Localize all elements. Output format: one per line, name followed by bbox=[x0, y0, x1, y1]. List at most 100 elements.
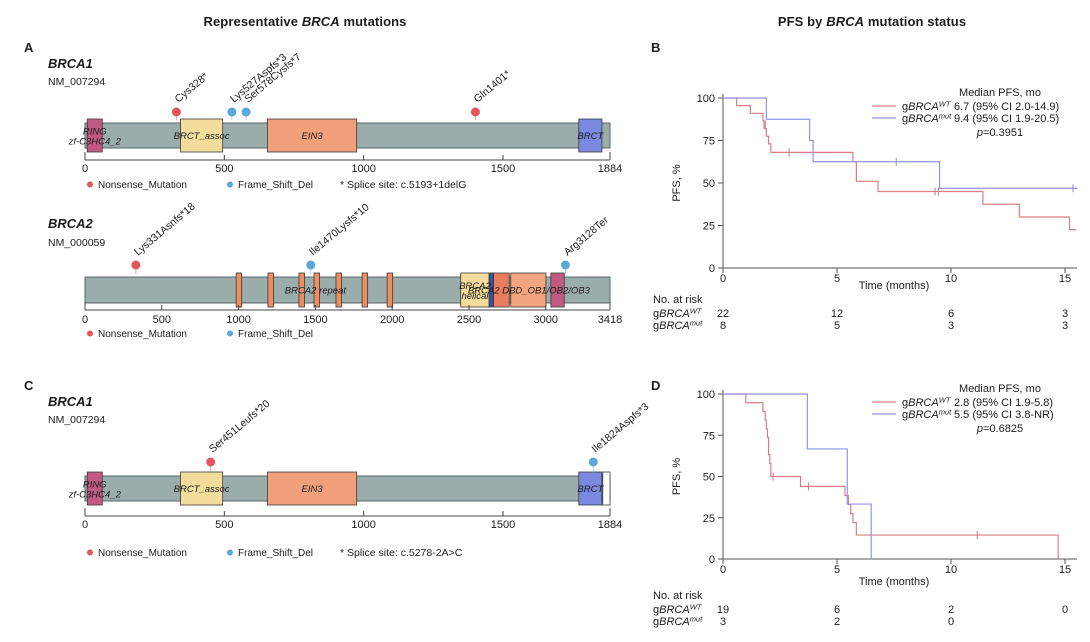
y-tick-label: 25 bbox=[703, 221, 715, 233]
group-gene: BRCA bbox=[659, 604, 690, 616]
mutation-dot bbox=[588, 457, 598, 467]
domain-box bbox=[86, 471, 103, 506]
at-risk-title: No. at risk bbox=[653, 590, 703, 602]
axis-tick-label: 500 bbox=[153, 314, 171, 326]
at-risk-row-label: gBRCAWT bbox=[653, 307, 703, 321]
at-risk-count: 3 bbox=[720, 616, 726, 628]
mutation-dot bbox=[206, 457, 216, 467]
domain-box bbox=[313, 272, 320, 308]
panel-label-d: D bbox=[651, 378, 661, 393]
mutation-label: Ile1824Aspfs*3 bbox=[589, 401, 651, 456]
mutation-label: Gln1401* bbox=[472, 68, 513, 105]
at-risk-count: 3 bbox=[1062, 308, 1068, 320]
group-sup: WT bbox=[939, 396, 952, 405]
y-tick-label: 50 bbox=[703, 472, 715, 484]
right-title-pre: PFS by bbox=[777, 14, 827, 29]
legend-dot bbox=[227, 549, 233, 556]
domain-sublabel: zf-C3HC4_2 bbox=[68, 137, 122, 148]
legend-dot bbox=[87, 330, 93, 337]
mutation-dot bbox=[131, 260, 141, 270]
axis-tick-label: 3000 bbox=[534, 314, 558, 326]
group-sup: WT bbox=[690, 307, 703, 316]
legend-group-label: gBRCAmut bbox=[902, 112, 952, 126]
domain-label: RING bbox=[83, 127, 107, 138]
legend-label: Nonsense_Mutation bbox=[98, 180, 187, 191]
group-pre: g bbox=[902, 113, 908, 125]
domain-box bbox=[386, 272, 394, 308]
domain-label: EIN3 bbox=[302, 131, 324, 142]
y-tick-label: 0 bbox=[709, 263, 715, 275]
domain-sublabel: zf-C3HC4_2 bbox=[68, 490, 122, 501]
domain-label: EIN3 bbox=[302, 484, 324, 495]
panel-label-a: A bbox=[24, 40, 34, 55]
mutation-dot bbox=[171, 107, 181, 117]
axis-tick-label: 3418 bbox=[598, 314, 622, 326]
legend-label: Frame_Shift_Del bbox=[238, 329, 313, 340]
group-gene: BRCA bbox=[659, 616, 690, 628]
x-tick-label: 15 bbox=[1059, 564, 1071, 576]
legend-dot bbox=[87, 549, 93, 556]
at-risk-title: No. at risk bbox=[653, 294, 703, 306]
group-pre: g bbox=[653, 604, 659, 616]
group-pre: g bbox=[653, 616, 659, 628]
domain-label: BRCA2 bbox=[459, 281, 491, 292]
legend-dot bbox=[227, 330, 233, 337]
domain-box bbox=[267, 471, 358, 506]
domain-box bbox=[235, 272, 243, 308]
at-risk-row-label: gBRCAmut bbox=[653, 319, 703, 333]
x-tick-label: 0 bbox=[720, 273, 726, 285]
at-risk-count: 3 bbox=[1062, 320, 1068, 332]
legend-label: Frame_Shift_Del bbox=[238, 548, 313, 559]
axis-tick-label: 500 bbox=[215, 163, 233, 175]
mutation-dot bbox=[241, 107, 251, 117]
legend-median-value: 5.5 (95% CI 3.8-NR) bbox=[954, 409, 1054, 421]
domain-label: RING bbox=[83, 480, 107, 491]
legend-group-label: gBRCAmut bbox=[902, 408, 952, 422]
splice-site-note: * Splice site: c.5193+1delG bbox=[340, 179, 466, 191]
group-sup: mut bbox=[690, 319, 703, 328]
at-risk-count: 19 bbox=[717, 604, 729, 616]
y-tick-label: 0 bbox=[709, 554, 715, 566]
left-title-pre: Representative bbox=[203, 14, 302, 29]
panel-label-b: B bbox=[651, 40, 661, 55]
group-pre: g bbox=[902, 397, 908, 409]
left-title-post: mutations bbox=[339, 14, 407, 29]
at-risk-count: 6 bbox=[834, 604, 840, 616]
y-tick-label: 100 bbox=[697, 389, 715, 401]
legend-median-value: 6.7 (95% CI 2.0-14.9) bbox=[954, 101, 1059, 113]
legend-dot bbox=[87, 181, 93, 188]
km-plot-panel-d: 0 25 50 75 100 0 5 10 15 Time (months) PFS, % Media… bbox=[653, 383, 1077, 629]
at-risk-count: 8 bbox=[720, 320, 726, 332]
legend-header: Median PFS, mo bbox=[959, 87, 1041, 99]
km-curve-gBRCA-WT bbox=[723, 97, 1077, 231]
domain-label: BRCT bbox=[577, 484, 604, 495]
y-tick-label: 50 bbox=[703, 178, 715, 190]
group-pre: g bbox=[653, 308, 659, 320]
at-risk-count: 2 bbox=[834, 616, 840, 628]
group-gene: BRCA bbox=[659, 308, 690, 320]
axis-tick-label: 1884 bbox=[598, 163, 622, 175]
x-tick-label: 0 bbox=[720, 564, 726, 576]
domain-box bbox=[267, 118, 358, 153]
group-sup: mut bbox=[939, 112, 952, 121]
gene-transcript: NM_007294 bbox=[48, 76, 105, 88]
domain-sublabel: helical bbox=[461, 291, 489, 302]
x-axis-label: Time (months) bbox=[859, 576, 930, 588]
x-tick-label: 10 bbox=[945, 273, 957, 285]
at-risk-count: 22 bbox=[717, 308, 729, 320]
p-value: p=0.6825 bbox=[976, 423, 1023, 435]
legend-median-value: 9.4 (95% CI 1.9-20.5) bbox=[954, 113, 1059, 125]
gene-name: BRCA1 bbox=[48, 56, 93, 71]
group-gene: BRCA bbox=[908, 409, 939, 421]
p-value: p=0.3951 bbox=[976, 127, 1023, 139]
group-sup: mut bbox=[690, 615, 703, 624]
left-title-gene: BRCA bbox=[301, 14, 340, 29]
axis-tick-label: 1500 bbox=[303, 314, 327, 326]
domain-box bbox=[493, 272, 510, 308]
group-sup: WT bbox=[690, 603, 703, 612]
domain-box bbox=[578, 118, 603, 153]
at-risk-row-label: gBRCAmut bbox=[653, 615, 703, 629]
